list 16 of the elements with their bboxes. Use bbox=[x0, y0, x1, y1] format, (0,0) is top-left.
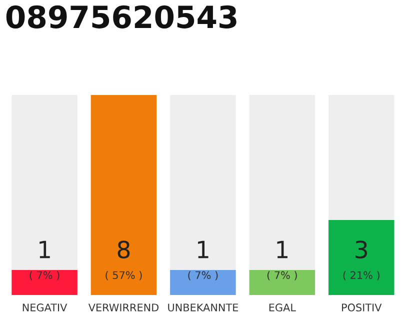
annotation: ( 57% ) bbox=[106, 271, 142, 280]
x-tick-label: POSITIV bbox=[342, 304, 382, 312]
data-label: 8 bbox=[118, 240, 130, 258]
data-label: 1 bbox=[277, 240, 288, 258]
data-label: 3 bbox=[356, 240, 367, 258]
annotation: ( 7% ) bbox=[267, 271, 297, 280]
chart-title: 08975620543 bbox=[6, 5, 236, 28]
annotation: ( 7% ) bbox=[188, 271, 218, 280]
data-label: 1 bbox=[198, 240, 208, 258]
annotation: ( 7% ) bbox=[30, 271, 60, 280]
x-tick-label: UNBEKANNTE bbox=[168, 304, 238, 312]
data-label: 1 bbox=[40, 240, 50, 258]
x-tick-label: VERWIRREND bbox=[88, 304, 159, 312]
x-tick-label: NEGATIV bbox=[22, 304, 68, 312]
annotation: ( 21% ) bbox=[343, 271, 380, 280]
x-tick-label: EGAL bbox=[269, 304, 296, 312]
